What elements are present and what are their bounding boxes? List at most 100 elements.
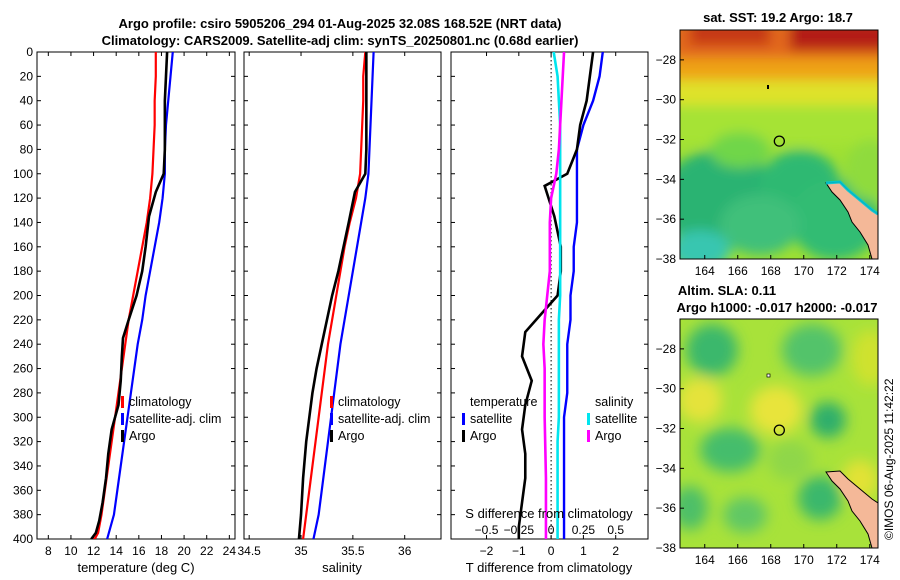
legend-label-s-argo: Argo [595,429,621,443]
x-tick-label: 1 [580,544,587,558]
lat-tick-label: −38 [656,252,677,266]
x-tick-label: 18 [155,544,169,558]
lat-tick-label: −34 [656,461,677,475]
depth-axis: 0 20 40 60 80 100 120 140 160 180 200 220 240 260 280 3… [13,45,235,546]
y-tick-label: 40 [20,94,34,108]
legend-swatch-t-satellite [462,413,465,425]
legend-swatch-argo [330,430,333,442]
x-tick-label: 8 [45,544,52,558]
y-tick-label: 400 [13,532,33,546]
x-tick-label: 22 [200,544,214,558]
temperature-panel: 0 20 40 60 80 100 120 140 160 180 200 220 240 260 280 3… [13,45,236,575]
copyright-stamp: ©IMOS 06-Aug-2025 11:42:22 [882,378,896,540]
lat-tick-label: −36 [656,501,677,515]
y-tick-label: 280 [13,386,33,400]
legend-swatch-climatology [330,396,333,408]
sst-map: sat. SST: 19.2 Argo: 18.7 [656,10,880,278]
lat-tick-label: −28 [656,342,677,356]
sst-field [680,30,878,259]
top-axis-tick-label: 0.25 [572,523,596,537]
temperature-argo-line [90,52,169,539]
x-tick-label: 35 [294,544,308,558]
salinity-panel: 34.5 35 35.5 36 salinity climatology satell… [238,51,442,575]
t-diff-satellite-line [562,52,604,539]
sst-island-mark [767,85,769,89]
difference-panel: −2 −1 0 1 2 −0.5 −0.25 0 0.25 0.5 T difference f… [450,51,649,575]
y-tick-label: 0 [26,45,33,59]
temperature-legend: climatology satellite-adj. clim Argo [121,395,221,443]
salinity-climatology-line [302,52,367,539]
lat-tick-label: −28 [656,53,677,67]
lon-tick-label: 174 [860,264,880,278]
legend-swatch-argo [121,430,124,442]
lon-tick-label: 168 [761,553,781,567]
x-tick-label: 34.5 [238,544,262,558]
difference-axes-box [450,51,649,540]
lat-tick-label: −30 [656,93,677,107]
salinity-y-ticks [244,51,441,540]
lon-tick-label: 172 [827,264,847,278]
legend-swatch-satellite [121,413,124,425]
y-tick-label: 20 [20,69,34,83]
legend-label-climatology: climatology [338,395,401,409]
lon-tick-label: 170 [794,553,814,567]
temperature-x-label: temperature (deg C) [77,560,194,575]
sla-map-subtitle: Argo h1000: -0.017 h2000: -0.017 [677,300,878,315]
x-tick-label: 0 [548,544,555,558]
top-axis-tick-label: 0.5 [607,523,624,537]
lon-tick-label: 174 [860,553,880,567]
y-tick-label: 120 [13,191,33,205]
t-diff-argo-line [517,52,595,539]
sla-field [680,319,878,548]
legend-label-t-satellite: satellite [470,412,512,426]
x-tick-label: 24 [223,544,237,558]
s-difference-x-label: S difference from climatology [465,506,633,521]
sla-map: Altim. SLA: 0.11 Argo h1000: -0.017 h200… [656,283,880,567]
sla-lon-axis: 164 166 168 170 172 174 [695,544,880,567]
y-tick-label: 300 [13,410,33,424]
sla-island-mark [766,373,771,378]
lat-tick-label: −30 [656,382,677,396]
legend-swatch-satellite [330,413,333,425]
x-tick-label: 20 [177,544,191,558]
y-tick-label: 360 [13,483,33,497]
figure-title-line1: Argo profile: csiro 5905206_294 01-Aug-2… [119,16,562,31]
x-tick-label: 36 [398,544,412,558]
lat-tick-label: −32 [656,133,677,147]
y-tick-label: 160 [13,240,33,254]
y-tick-label: 380 [13,508,33,522]
legend-label-climatology: climatology [129,395,192,409]
y-tick-label: 260 [13,362,33,376]
legend-label-satellite: satellite-adj. clim [129,412,221,426]
x-tick-label: −1 [512,544,526,558]
legend-swatch-s-satellite [587,413,590,425]
t-difference-x-axis: −2 −1 0 1 2 [480,52,619,558]
x-tick-label: 10 [64,544,78,558]
sst-argo-location-marker [773,135,785,147]
lon-tick-label: 170 [794,264,814,278]
top-axis-tick-label: 0 [548,523,555,537]
legend-heading-salinity: salinity [595,395,634,409]
lon-tick-label: 164 [695,553,715,567]
y-tick-label: 180 [13,264,33,278]
sst-map-title: sat. SST: 19.2 Argo: 18.7 [703,10,853,25]
salinity-x-label: salinity [322,560,362,575]
difference-legend-temperature: temperature satellite Argo [462,395,537,443]
legend-label-t-argo: Argo [470,429,496,443]
x-tick-label: 2 [612,544,619,558]
y-tick-label: 140 [13,215,33,229]
salinity-satellite-line [312,52,375,539]
legend-label-argo: Argo [129,429,155,443]
y-tick-label: 340 [13,459,33,473]
y-tick-label: 80 [20,142,34,156]
sla-land [825,470,878,548]
lon-tick-label: 166 [728,264,748,278]
top-axis-tick-label: −0.5 [475,523,499,537]
salinity-argo-line [297,52,368,539]
y-tick-label: 60 [20,118,34,132]
legend-swatch-s-argo [587,430,590,442]
y-tick-label: 200 [13,289,33,303]
salinity-x-axis: 34.5 35 35.5 36 [238,52,412,558]
x-tick-label: 14 [110,544,124,558]
